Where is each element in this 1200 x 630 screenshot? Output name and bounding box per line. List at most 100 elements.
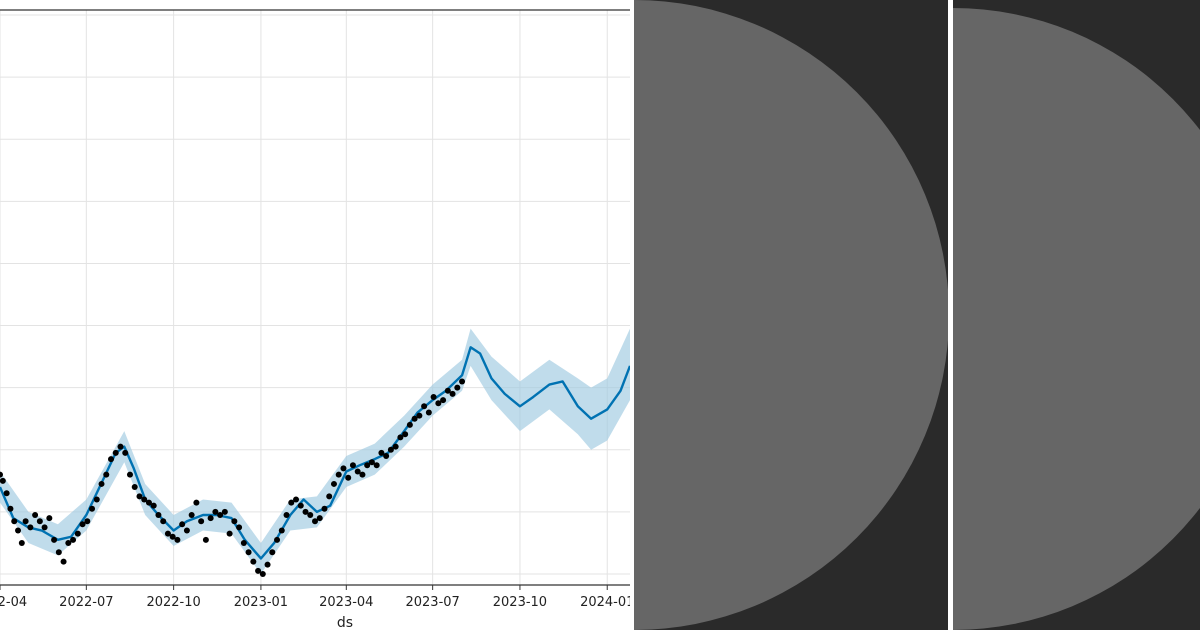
observed-point xyxy=(293,496,300,503)
observed-point xyxy=(359,471,366,478)
observed-point xyxy=(0,471,3,478)
half-disc-left-shape xyxy=(634,0,948,630)
half-disc-left xyxy=(634,0,948,630)
observed-point xyxy=(274,536,281,543)
observed-point xyxy=(340,465,347,472)
observed-point xyxy=(183,527,190,534)
observed-point xyxy=(236,524,243,531)
observed-point xyxy=(421,403,428,410)
observed-point xyxy=(259,571,266,577)
observed-point xyxy=(459,378,466,385)
observed-point xyxy=(0,477,6,484)
observed-point xyxy=(411,415,418,422)
observed-point xyxy=(435,400,442,407)
x-tick-label: 2022-07 xyxy=(59,595,113,610)
observed-point xyxy=(406,421,413,428)
observed-point xyxy=(269,549,276,556)
observed-point xyxy=(202,536,209,543)
observed-point xyxy=(70,536,77,543)
image-panel-left xyxy=(634,0,948,630)
panel-divider-2 xyxy=(948,0,953,630)
observed-point xyxy=(131,484,138,491)
observed-point xyxy=(188,511,195,518)
observed-point xyxy=(449,390,456,397)
observed-point xyxy=(416,412,423,419)
observed-point xyxy=(155,511,162,518)
observed-point xyxy=(164,530,171,537)
observed-point xyxy=(198,518,205,525)
observed-point xyxy=(354,468,361,475)
observed-point xyxy=(217,511,224,518)
observed-point xyxy=(93,496,100,503)
x-tick-label: 2023-01 xyxy=(234,595,288,610)
observed-point xyxy=(288,499,295,506)
observed-point xyxy=(335,471,342,478)
observed-point xyxy=(122,449,129,456)
observed-point xyxy=(51,536,58,543)
observed-point xyxy=(41,524,48,531)
observed-point xyxy=(3,490,10,497)
observed-point xyxy=(297,502,304,509)
observed-point xyxy=(98,480,105,487)
observed-point xyxy=(250,558,257,565)
panel-divider xyxy=(630,0,634,630)
observed-point xyxy=(397,434,404,441)
observed-point xyxy=(207,515,214,522)
x-tick-label: 2022-04 xyxy=(0,595,27,610)
observed-point xyxy=(212,508,219,515)
grid xyxy=(0,10,630,585)
observed-point xyxy=(174,536,181,543)
observed-point xyxy=(27,524,34,531)
observed-point xyxy=(373,462,380,469)
forecast-chart: 2022-04 2022-07 2022-10 2023-01 2023-04 2023-… xyxy=(0,9,630,630)
half-disc-right xyxy=(953,8,1200,630)
observed-point xyxy=(321,505,328,512)
observed-point xyxy=(283,511,290,518)
observed-point xyxy=(402,431,409,438)
observed-point xyxy=(326,493,333,500)
observed-point xyxy=(136,493,143,500)
observed-point xyxy=(444,387,451,394)
observed-point xyxy=(440,397,447,404)
observed-point xyxy=(141,496,148,503)
observed-point xyxy=(103,471,110,478)
observed-point xyxy=(425,409,432,416)
forecast-line xyxy=(0,346,630,560)
uncertainty-band-area xyxy=(0,328,630,574)
observed-point xyxy=(84,518,91,525)
x-tick-label: 2023-04 xyxy=(319,595,373,610)
observed-point xyxy=(108,456,115,463)
x-tick-label: 2023-07 xyxy=(405,595,459,610)
observed-point xyxy=(383,452,390,459)
observed-point xyxy=(221,508,228,515)
observed-point xyxy=(193,499,200,506)
observed-point xyxy=(36,518,43,525)
observed-point xyxy=(430,393,437,400)
observed-point xyxy=(150,502,157,509)
observed-point xyxy=(117,443,124,450)
observed-point xyxy=(378,449,385,456)
observed-point xyxy=(368,459,375,466)
observed-point xyxy=(364,462,371,469)
uncertainty-band xyxy=(0,328,630,574)
observed-point xyxy=(255,567,262,574)
observed-point xyxy=(22,518,29,525)
chart-svg: 2022-04 2022-07 2022-10 2023-01 2023-04 2023-… xyxy=(0,9,630,630)
observed-point xyxy=(349,462,356,469)
observed-point xyxy=(32,511,39,518)
observed-point xyxy=(392,443,399,450)
observed-point xyxy=(46,515,53,522)
x-axis-ticks: 2022-04 2022-07 2022-10 2023-01 2023-04 2023-… xyxy=(0,585,630,610)
observed-point xyxy=(278,527,285,534)
x-tick-label: 2024-01 xyxy=(580,595,630,610)
observed-point xyxy=(302,508,309,515)
observed-point xyxy=(79,521,86,528)
observed-point xyxy=(112,449,119,456)
observed-point xyxy=(7,505,14,512)
observed-point xyxy=(60,558,67,565)
observed-point xyxy=(145,499,152,506)
observed-point xyxy=(240,539,247,546)
half-disc-right-shape xyxy=(953,8,1200,630)
observed-point xyxy=(65,539,72,546)
observed-point xyxy=(169,533,176,540)
